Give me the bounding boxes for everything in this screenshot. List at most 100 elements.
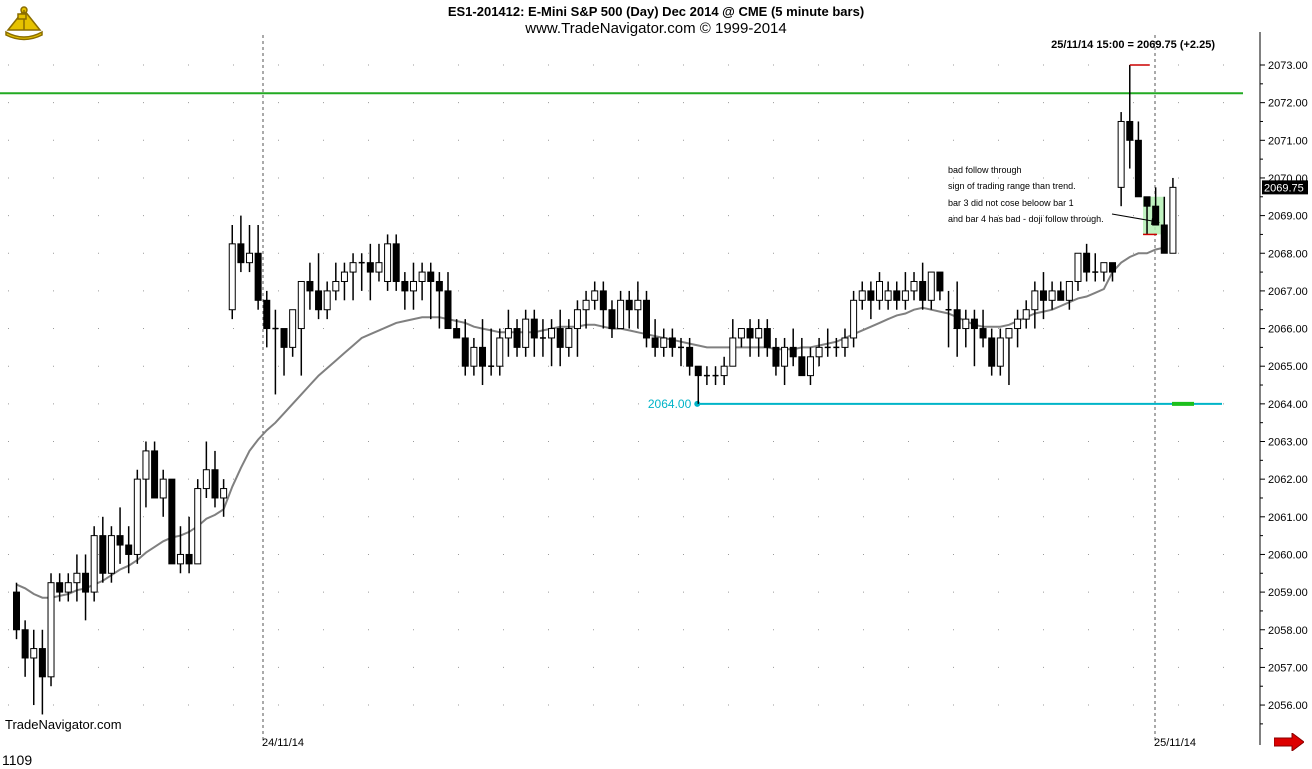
candle-body [979, 328, 987, 339]
candle [591, 281, 599, 310]
candle [272, 309, 279, 395]
candle [263, 290, 271, 348]
candle-body [763, 328, 771, 348]
candle-body [315, 290, 323, 311]
candle [1134, 121, 1142, 198]
candle-body [884, 290, 892, 301]
candle [1126, 65, 1134, 169]
candle-body [116, 535, 124, 546]
candle [642, 290, 650, 348]
candles [13, 65, 1177, 715]
y-tick-label: 2061.00 [1268, 512, 1308, 524]
candle-body [781, 346, 789, 367]
candle [625, 290, 633, 329]
candle-body [323, 290, 331, 311]
candle-body [90, 535, 98, 593]
candle [1100, 262, 1108, 282]
candle [988, 328, 996, 376]
candle [375, 243, 383, 282]
candle-body [280, 328, 288, 348]
candle [401, 272, 409, 310]
candle-body [151, 450, 159, 499]
candle-body [625, 299, 633, 311]
candle [280, 328, 288, 376]
candle [1143, 196, 1151, 235]
candle [254, 225, 262, 310]
candle-body [634, 299, 642, 311]
candle-body [73, 572, 81, 584]
candle-body [176, 553, 184, 565]
candle-body [194, 488, 202, 565]
candle-body [263, 299, 271, 330]
candle-body [556, 328, 564, 348]
candle [30, 629, 38, 706]
candle [1065, 280, 1073, 310]
candle [737, 328, 745, 348]
candle-body [185, 553, 193, 565]
candle-body [306, 280, 314, 292]
candle [461, 319, 469, 376]
candle [488, 328, 495, 376]
candle [668, 328, 676, 357]
candle-body [30, 648, 38, 659]
candle [720, 356, 728, 386]
candle [833, 337, 840, 357]
candle [513, 319, 521, 357]
candle [323, 281, 331, 320]
candle [202, 441, 210, 498]
candle-body [660, 337, 668, 348]
y-tick-label: 2072.00 [1268, 98, 1308, 110]
candle [289, 309, 297, 357]
y-tick-label: 2069.00 [1268, 211, 1308, 223]
candle [970, 309, 978, 367]
candle-body [867, 290, 875, 301]
candle-body [479, 346, 487, 367]
candle-body [806, 356, 814, 377]
candle [194, 479, 202, 565]
candle-body [1109, 262, 1117, 273]
candle [90, 526, 98, 602]
candle [159, 469, 167, 517]
candle [1031, 281, 1039, 329]
candle [392, 234, 400, 291]
candle [703, 366, 710, 386]
annotation-arrow [1111, 213, 1160, 225]
candle-body [107, 535, 115, 574]
candle-body [746, 328, 754, 339]
y-tick-label: 2073.00 [1268, 60, 1308, 72]
candle [798, 337, 806, 377]
candle-body [13, 591, 20, 631]
horizontal-lines: 2064.00 [0, 92, 1243, 411]
candle [297, 280, 305, 376]
candle [176, 526, 184, 574]
y-tick-label: 2066.00 [1268, 324, 1308, 336]
y-tick-label: 2065.00 [1268, 361, 1308, 373]
candle [315, 253, 323, 320]
candle-body [228, 243, 236, 311]
candle-body [202, 469, 210, 490]
red-right-arrow-icon[interactable] [1274, 733, 1304, 751]
candle-body [919, 280, 927, 301]
candle [806, 347, 814, 386]
candle-body [858, 290, 866, 301]
candle [712, 366, 719, 386]
y-tick-label: 2063.00 [1268, 437, 1308, 449]
y-tick-label: 2067.00 [1268, 286, 1308, 298]
candle [13, 582, 20, 640]
candle [599, 281, 607, 329]
date-label-25: 25/11/14 [1154, 737, 1196, 749]
candle-body [142, 450, 150, 480]
candle [841, 328, 849, 357]
candle-body [876, 280, 883, 301]
candle [142, 441, 150, 508]
candle [99, 516, 107, 583]
candle [634, 281, 642, 329]
candle-body [789, 346, 797, 358]
candle-body [1014, 318, 1022, 330]
support-line-anchor [694, 400, 701, 407]
candle [21, 620, 29, 677]
y-tick-label: 2062.00 [1268, 474, 1308, 486]
candle-body [565, 328, 573, 348]
grid [8, 64, 1256, 706]
